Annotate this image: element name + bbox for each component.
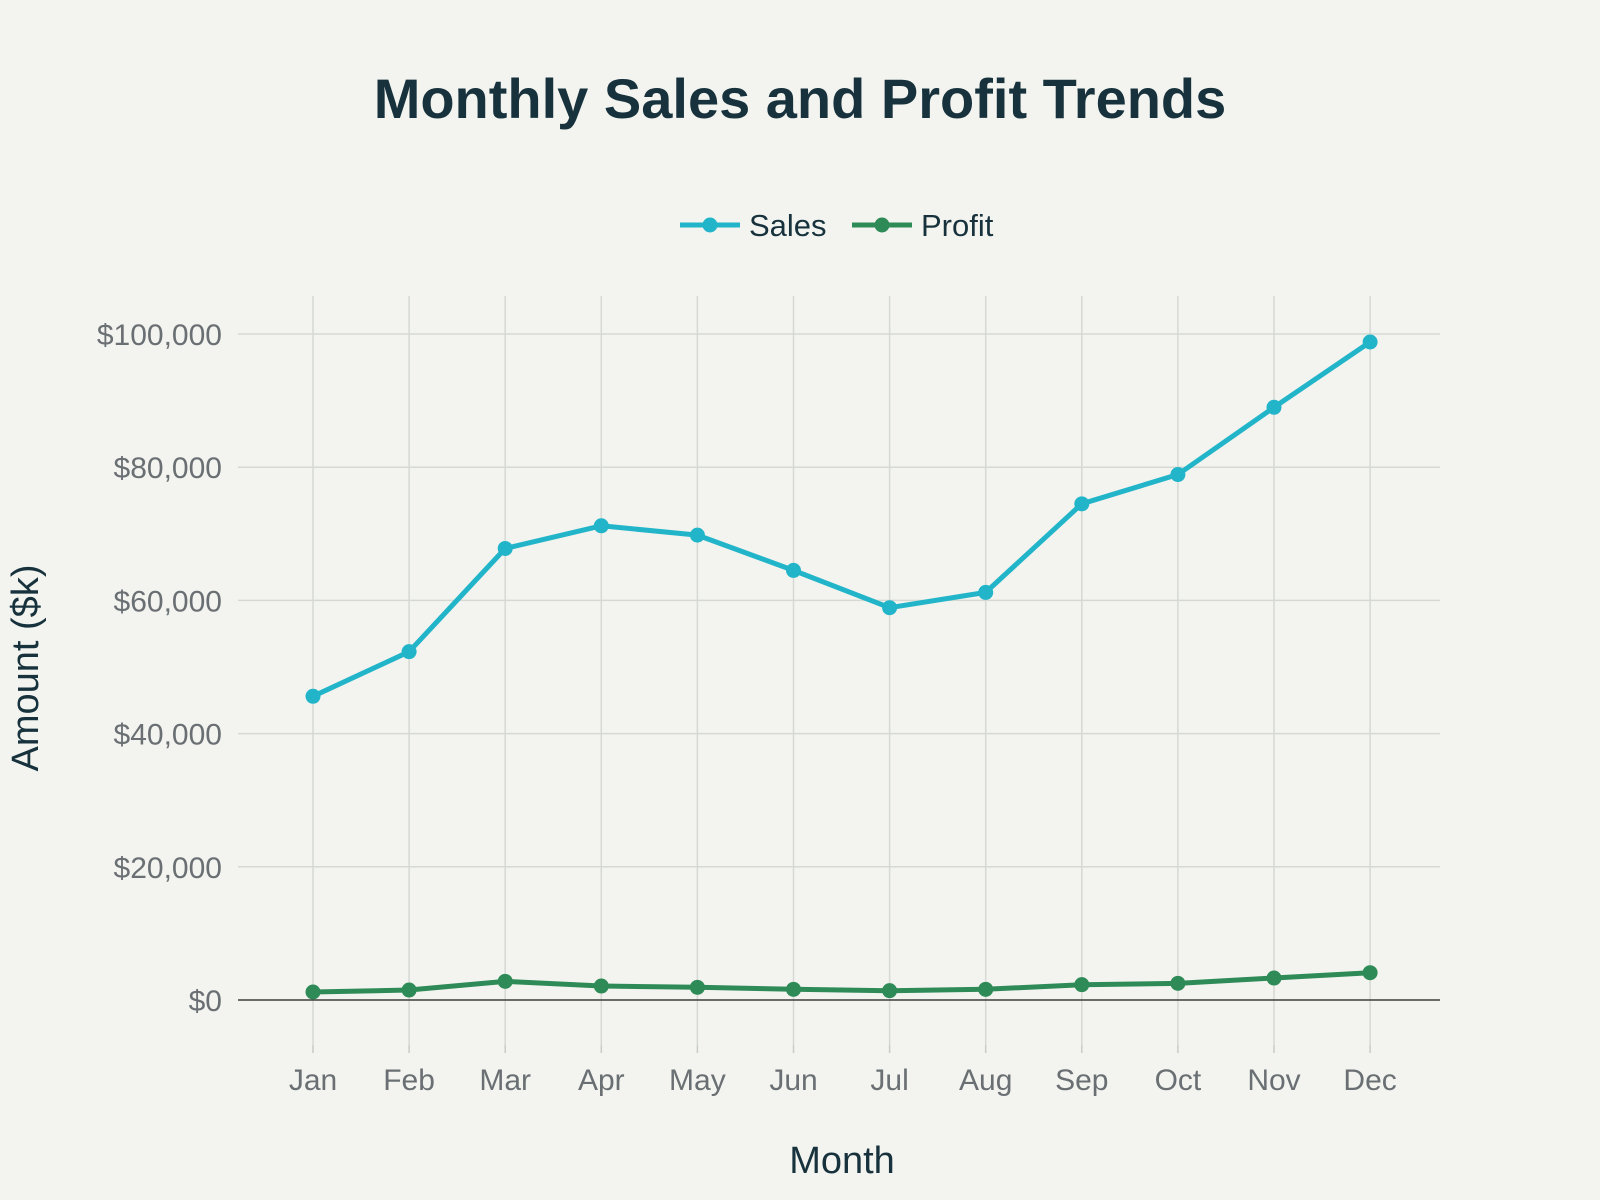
x-tick-label: Jan <box>289 1064 337 1097</box>
profit-point <box>1362 965 1378 981</box>
series-profit <box>305 965 1378 1000</box>
profit-point <box>305 984 321 1000</box>
x-tick-label: Sep <box>1055 1064 1108 1097</box>
sales-line <box>310 339 1373 699</box>
chart-title: Monthly Sales and Profit Trends <box>374 67 1227 130</box>
legend-label: Profit <box>921 208 994 243</box>
y-tick-label: $80,000 <box>114 452 222 485</box>
sales-point <box>497 540 513 556</box>
profit-point <box>593 978 609 994</box>
x-tick-label: Mar <box>479 1064 531 1097</box>
profit-point <box>978 981 994 997</box>
y-tick-label: $0 <box>189 985 222 1018</box>
profit-point <box>1074 977 1090 993</box>
sales-point <box>978 584 994 600</box>
profit-point <box>882 983 898 999</box>
sales-point <box>1362 334 1378 350</box>
x-tick-label: Dec <box>1343 1064 1396 1097</box>
sales-point <box>689 527 705 543</box>
x-tick-label: Oct <box>1155 1064 1202 1097</box>
profit-point <box>401 982 417 998</box>
y-tick-label: $60,000 <box>114 585 222 618</box>
x-tick-label: Nov <box>1247 1064 1300 1097</box>
profit-point <box>689 979 705 995</box>
sales-point <box>786 562 801 578</box>
y-tick-label: $20,000 <box>114 852 222 885</box>
profit-point <box>1266 970 1282 986</box>
sales-point <box>1266 399 1282 415</box>
profit-line <box>310 970 1373 995</box>
x-tick-label: Feb <box>383 1064 435 1097</box>
series-sales <box>305 334 1378 704</box>
x-tick-label: Jun <box>769 1064 817 1097</box>
x-tick-label: Aug <box>959 1064 1012 1097</box>
legend-label: Sales <box>749 208 827 243</box>
x-tick-label: Apr <box>578 1064 625 1097</box>
legend-item-profit[interactable]: Profit <box>852 208 994 243</box>
sales-point <box>882 600 898 616</box>
x-tick-label: Jul <box>870 1064 908 1097</box>
profit-point <box>1170 975 1186 991</box>
x-tick-label: May <box>669 1064 726 1097</box>
profit-point <box>786 981 801 997</box>
sales-point <box>401 644 417 660</box>
series-layer <box>305 334 1378 1000</box>
legend-swatch-marker <box>874 217 890 233</box>
sales-point <box>305 688 321 704</box>
y-axis-ticks: $0 $20,000 $40,000 $60,000 $80,000 $100,000 <box>97 319 222 1018</box>
y-grid <box>238 333 1440 1001</box>
legend-item-sales[interactable]: Sales <box>680 208 827 243</box>
legend-swatch-marker <box>702 217 718 233</box>
sales-point <box>593 518 609 534</box>
y-axis-title: Amount ($k) <box>5 565 47 772</box>
profit-point <box>497 973 513 989</box>
x-axis-ticks: Jan Feb Mar Apr May Jun Jul Aug Sep Oct Nov Dec <box>289 1045 1397 1097</box>
x-axis-title: Month <box>789 1140 895 1182</box>
x-grid <box>312 296 1371 1045</box>
legend: Sales Profit <box>680 208 994 243</box>
sales-point <box>1074 496 1090 512</box>
y-tick-label: $100,000 <box>97 319 222 352</box>
sales-point <box>1170 467 1186 483</box>
y-tick-label: $40,000 <box>114 719 222 752</box>
